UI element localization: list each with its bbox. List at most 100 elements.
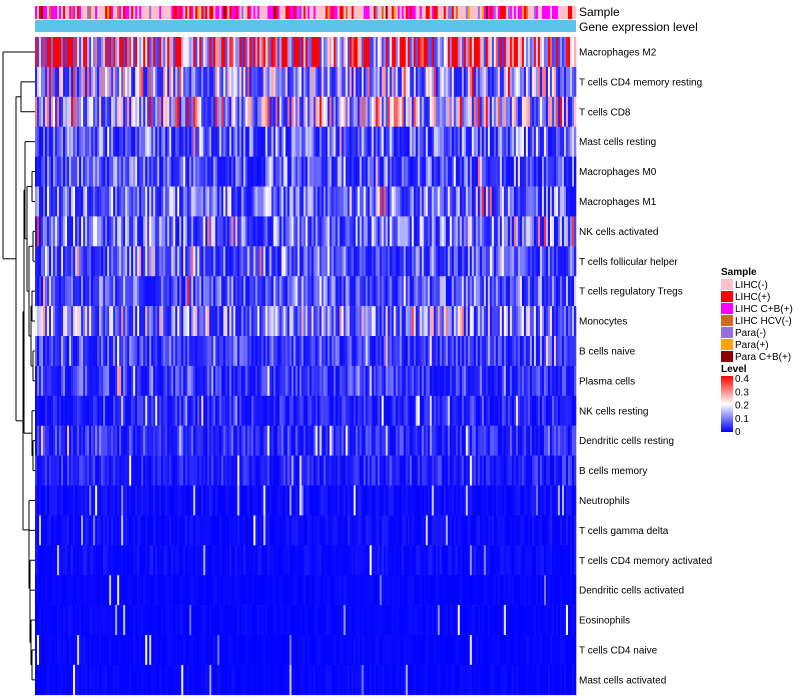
heatmap-cell bbox=[435, 156, 439, 187]
heatmap-cell bbox=[277, 515, 280, 546]
heatmap-cell bbox=[415, 306, 419, 337]
heatmap-cell bbox=[57, 395, 60, 426]
heatmap-cell bbox=[409, 425, 412, 456]
heatmap-cell bbox=[407, 515, 410, 546]
heatmap-cell bbox=[563, 37, 567, 68]
heatmap-cell bbox=[461, 216, 465, 247]
heatmap-cell bbox=[213, 306, 216, 337]
heatmap-cell bbox=[125, 455, 128, 486]
heatmap-cell bbox=[77, 37, 80, 68]
heatmap-cell bbox=[217, 545, 220, 576]
heatmap-cell bbox=[547, 246, 551, 277]
heatmap-cell bbox=[373, 37, 376, 68]
heatmap-cell bbox=[49, 425, 52, 456]
heatmap-cell bbox=[59, 126, 62, 157]
heatmap-cell bbox=[169, 37, 172, 68]
heatmap-cell bbox=[161, 186, 164, 217]
heatmap-cell bbox=[101, 485, 104, 516]
heatmap-cell bbox=[217, 126, 220, 157]
heatmap-cell bbox=[207, 455, 210, 486]
sample-track-cell bbox=[235, 6, 238, 19]
heatmap-cell bbox=[297, 276, 300, 307]
heatmap-cell bbox=[81, 96, 84, 127]
heatmap-cell bbox=[257, 545, 260, 576]
heatmap-cell bbox=[445, 395, 449, 426]
sample-track-cell bbox=[45, 6, 48, 19]
heatmap-cell bbox=[491, 395, 495, 426]
heatmap-cell bbox=[501, 515, 505, 546]
heatmap-cell bbox=[159, 216, 162, 247]
heatmap-cell bbox=[491, 455, 495, 486]
heatmap-cell bbox=[535, 485, 539, 516]
heatmap-cell bbox=[71, 66, 74, 98]
heatmap-cell bbox=[37, 216, 40, 247]
heatmap-cell bbox=[239, 186, 242, 217]
heatmap-cell bbox=[79, 156, 82, 187]
heatmap-cell bbox=[109, 126, 112, 157]
heatmap-cell bbox=[227, 395, 230, 426]
sample-track-cell bbox=[105, 6, 108, 19]
heatmap-cell bbox=[531, 306, 535, 337]
heatmap-cell bbox=[99, 425, 102, 456]
heatmap-cell bbox=[227, 485, 230, 516]
heatmap-cell bbox=[393, 126, 396, 157]
heatmap-cell bbox=[249, 306, 252, 337]
heatmap-cell bbox=[433, 96, 437, 127]
heatmap-cell bbox=[255, 306, 258, 337]
heatmap-cell bbox=[231, 425, 234, 456]
heatmap-cell bbox=[409, 96, 412, 127]
heatmap-cell bbox=[249, 455, 252, 486]
heatmap-cell bbox=[283, 455, 286, 486]
heatmap-cell bbox=[195, 276, 198, 307]
heatmap-cell bbox=[53, 455, 56, 486]
heatmap-cell bbox=[313, 365, 316, 397]
heatmap-cell bbox=[291, 306, 294, 337]
heatmap-cell bbox=[489, 485, 493, 516]
heatmap-cell bbox=[197, 425, 200, 456]
heatmap-cell bbox=[51, 37, 54, 68]
heatmap-cell bbox=[259, 425, 262, 456]
heatmap-cell bbox=[55, 96, 58, 127]
heatmap-cell bbox=[143, 515, 146, 546]
heatmap-cell bbox=[445, 66, 449, 98]
heatmap-cell bbox=[479, 246, 483, 277]
heatmap-cell bbox=[337, 66, 340, 98]
heatmap-cell bbox=[181, 216, 184, 247]
heatmap-cell bbox=[273, 365, 276, 397]
heatmap-cell bbox=[133, 425, 136, 456]
heatmap-cell bbox=[557, 66, 561, 98]
heatmap-cell bbox=[109, 545, 112, 576]
heatmap-cell bbox=[215, 66, 218, 98]
sample-track-cell bbox=[397, 6, 400, 19]
heatmap-cell bbox=[183, 216, 186, 247]
heatmap-cell bbox=[453, 336, 457, 367]
heatmap-cell bbox=[149, 66, 152, 98]
heatmap-cell bbox=[245, 336, 248, 367]
heatmap-cell bbox=[49, 395, 52, 426]
heatmap-cell bbox=[337, 365, 340, 397]
heatmap-cell bbox=[527, 365, 531, 397]
heatmap-cell bbox=[323, 455, 326, 486]
heatmap-cell bbox=[77, 96, 80, 127]
heatmap-cell bbox=[287, 306, 290, 337]
heatmap-cell bbox=[517, 156, 521, 187]
heatmap-cell bbox=[271, 276, 274, 307]
sample-track-cell bbox=[141, 6, 144, 19]
heatmap-cell bbox=[61, 395, 64, 426]
heatmap-cell bbox=[129, 216, 132, 247]
heatmap-cell bbox=[299, 276, 302, 307]
heatmap-cell bbox=[239, 246, 242, 277]
heatmap-cell bbox=[435, 455, 439, 486]
heatmap-cell bbox=[193, 306, 196, 337]
heatmap-cell bbox=[63, 485, 66, 516]
heatmap-row bbox=[35, 96, 577, 127]
sample-track-cell bbox=[277, 6, 280, 19]
heatmap-cell bbox=[205, 425, 208, 456]
heatmap-cell bbox=[241, 156, 244, 187]
heatmap-cell bbox=[553, 306, 557, 337]
heatmap-cell bbox=[505, 246, 509, 277]
heatmap-cell bbox=[209, 96, 212, 127]
heatmap-cell bbox=[491, 126, 495, 157]
heatmap-cell bbox=[83, 395, 86, 426]
heatmap-cell bbox=[539, 336, 543, 367]
